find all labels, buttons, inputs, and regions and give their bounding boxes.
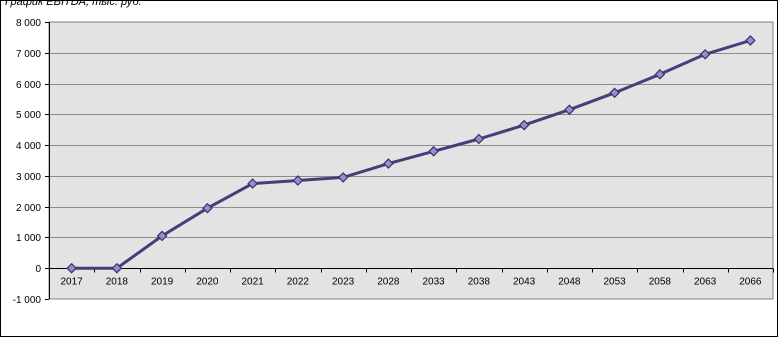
y-tick-label: 6 000 bbox=[16, 80, 41, 91]
series-ebitda bbox=[66, 35, 756, 274]
x-axis: 2017 2018 2019 2020 2021 2022 2023 2028 2033 2038… bbox=[49, 268, 774, 288]
y-tick-label: 1 000 bbox=[16, 233, 41, 244]
data-point bbox=[202, 202, 213, 214]
y-tick-label: 4 000 bbox=[16, 141, 41, 152]
x-tick-label: 2023 bbox=[332, 277, 355, 288]
chart-title: График EBITDA, тыс. руб. bbox=[5, 0, 142, 8]
x-tick-label: 2019 bbox=[151, 277, 174, 288]
x-tick-label: 2020 bbox=[196, 277, 219, 288]
plot-area bbox=[48, 21, 774, 300]
x-tick-label: 2033 bbox=[423, 277, 446, 288]
x-tick-label: 2038 bbox=[468, 277, 491, 288]
x-tick-label: 2058 bbox=[649, 277, 672, 288]
y-tick-label: 3 000 bbox=[16, 172, 41, 183]
y-tick-label: 2 000 bbox=[16, 203, 41, 214]
data-point bbox=[564, 104, 575, 116]
y-tick-label: 8 000 bbox=[16, 18, 41, 29]
x-tick-label: 2063 bbox=[694, 277, 717, 288]
x-tick-label: 2043 bbox=[513, 277, 536, 288]
y-tick-label: 0 bbox=[35, 264, 41, 275]
data-point bbox=[66, 262, 77, 274]
y-axis-ticks: -1 000 0 1 000 2 000 3 000 4 000 5 000 6 000 7 0… bbox=[13, 18, 50, 306]
y-tick-label: 5 000 bbox=[16, 110, 41, 121]
x-tick-label: 2048 bbox=[558, 277, 581, 288]
series-line bbox=[71, 39, 751, 270]
data-point bbox=[428, 145, 439, 157]
data-point bbox=[518, 119, 530, 131]
data-point bbox=[699, 48, 711, 60]
data-point bbox=[337, 172, 349, 183]
data-point bbox=[473, 133, 485, 145]
x-tick-label: 2053 bbox=[604, 277, 627, 288]
x-tick-label: 2017 bbox=[61, 277, 84, 288]
x-tick-label: 2028 bbox=[377, 277, 400, 288]
y-tick-label: -1 000 bbox=[13, 295, 42, 306]
x-tick-label: 2022 bbox=[287, 277, 310, 288]
data-point bbox=[156, 230, 168, 242]
y-tick-label: 7 000 bbox=[16, 49, 41, 60]
data-point bbox=[745, 35, 756, 46]
data-point bbox=[654, 68, 666, 80]
data-point bbox=[609, 87, 620, 99]
x-tick-label: 2018 bbox=[106, 277, 129, 288]
data-point bbox=[111, 262, 123, 274]
data-point bbox=[292, 175, 304, 186]
data-point bbox=[383, 158, 394, 169]
data-point bbox=[247, 178, 258, 189]
x-tick-label: 2021 bbox=[242, 277, 265, 288]
x-tick-label: 2066 bbox=[739, 277, 762, 288]
